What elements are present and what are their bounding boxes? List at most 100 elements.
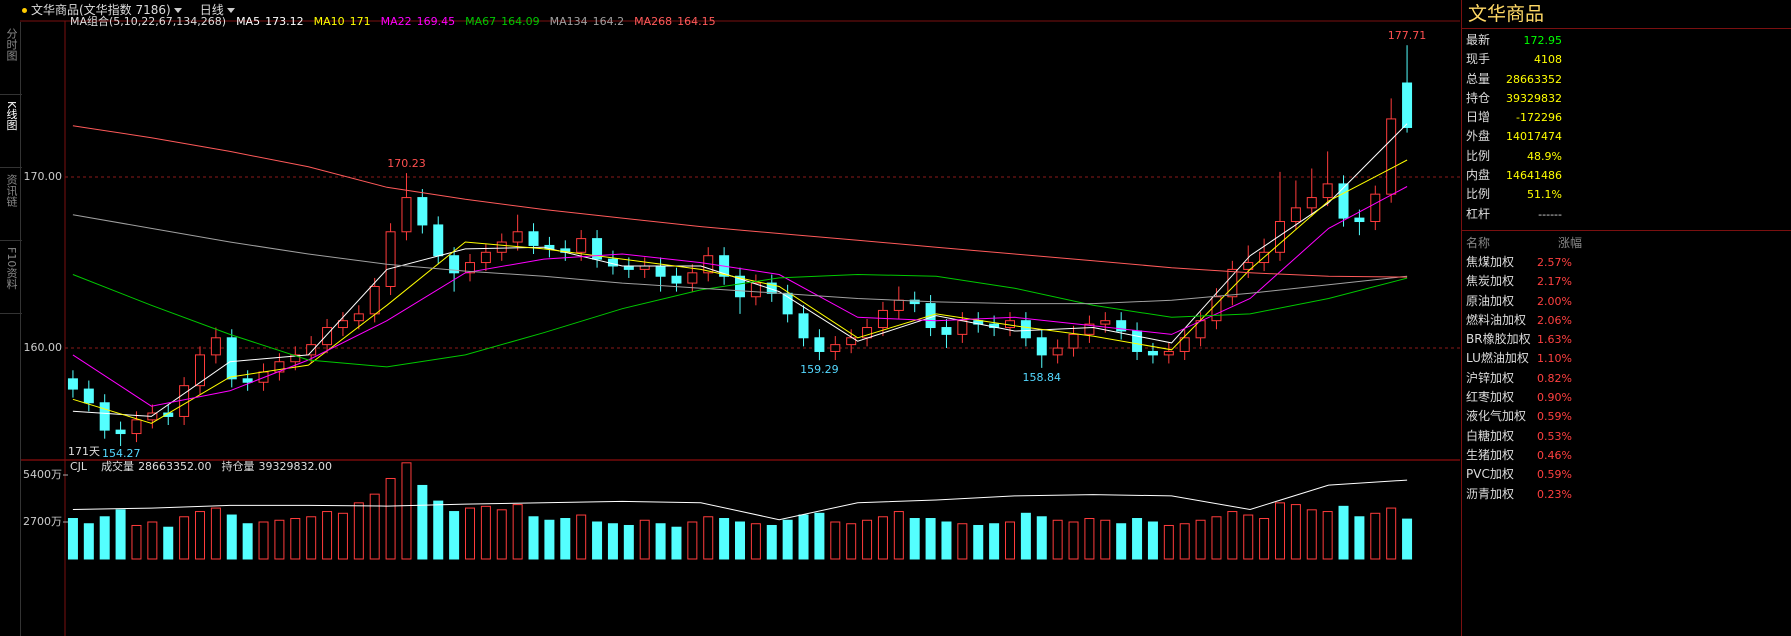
instrument-row[interactable]: 焦炭加权 2.17% [1462,272,1572,291]
period[interactable]: 日线 [199,3,224,17]
volume-bar [735,521,745,560]
candle-body [512,231,523,243]
candle-body [592,238,603,260]
instrument-row[interactable]: 红枣加权 0.90% [1462,388,1572,407]
quote-label: 内盘 [1466,168,1491,183]
quote-row: 日增 -172296 [1462,108,1562,127]
quote-row: 最新 172.95 [1462,31,1562,50]
candle-body [433,224,444,257]
candle-body [417,197,428,226]
instrument-row[interactable]: 焦煤加权 2.57% [1462,253,1572,272]
volume-bar [1322,511,1333,560]
sidebar-tab[interactable]: 分时图 [0,22,22,95]
volume-bar [941,521,952,560]
volume-bar [576,514,587,560]
volume-bar [1036,516,1047,560]
volume-legend: 持仓量 [222,459,255,473]
volume-bar [1116,523,1127,560]
candle-body [1354,217,1365,223]
candle-body [1052,347,1063,356]
instrument-row[interactable]: 白糖加权 0.53% [1462,427,1572,446]
instrument-row[interactable]: 沪锌加权 0.82% [1462,369,1572,388]
y-tick-label: 170.00 [24,170,63,183]
candle-body [1402,82,1413,128]
instrument-row[interactable]: BR橡胶加权 1.63% [1462,330,1572,349]
instrument-name: 液化气加权 [1466,409,1527,424]
candle-body [576,238,587,253]
ma-line [72,159,1408,424]
volume-bar [1147,521,1158,560]
quote-value: 4108 [1534,53,1562,67]
quote-value: 14641486 [1506,169,1562,183]
ma-line [72,273,1408,368]
instrument-row[interactable]: 燃料油加权 2.06% [1462,311,1572,330]
volume-bar [131,524,142,560]
volume-bar [195,511,205,560]
volume-bar [830,521,841,560]
volume-bar [449,511,460,560]
volume-bar [401,462,412,560]
volume-bar [1084,518,1095,560]
instrument-name: 焦煤加权 [1466,254,1515,269]
quote-value: -172296 [1516,111,1562,125]
legend-text: MA134 [550,15,588,28]
volume-bar [512,504,523,560]
sidebar-tab[interactable]: F10资料 [0,241,22,314]
instrument-row[interactable]: LU燃油加权 1.10% [1462,349,1572,368]
instrument-change: 0.23% [1537,487,1572,501]
instrument-row[interactable]: 沥青加权 0.23% [1462,485,1572,504]
candle-body [496,241,507,253]
volume-bar [639,519,650,560]
volume-bar [1020,512,1031,560]
legend-text: 171 [350,15,371,28]
volume-bar [353,502,364,560]
quote-label: 现手 [1466,52,1491,67]
candle-body [1227,268,1238,298]
volume-bar [306,516,317,560]
candle-body [909,299,920,305]
volume-bar [226,514,237,560]
candle-body [687,272,698,284]
volume-legend: 成交量 [101,459,134,473]
sidebar-tab[interactable]: K线图 [0,95,22,168]
volume-bar [544,519,555,560]
panel-title: 文华商品 [1462,0,1791,29]
candle-body [1370,193,1381,223]
volume-bar [1370,512,1381,560]
instrument-row[interactable]: 液化气加权 0.59% [1462,407,1572,426]
candle-body [957,320,968,335]
candle-body [131,419,142,435]
volume-bar [385,477,396,560]
quote-value: 172.95 [1523,34,1563,47]
volume-bar [67,518,78,560]
volume-bar [957,523,968,560]
candle-body [1147,350,1158,356]
volume-bar [258,521,269,560]
legend-text: MA5 [236,15,260,28]
instrument-name: LU燃油加权 [1466,351,1529,366]
toolbar: 文华商品(文华指数 7186) 日线 [22,0,235,20]
instrument-row[interactable]: 生猪加权 0.46% [1462,446,1572,465]
volume-bar [814,512,825,560]
sidebar-tab[interactable]: 资讯链 [0,168,22,241]
instrument-selector[interactable]: 文华商品(文华指数 7186) [22,0,182,20]
y-tick-label: 5400万 [23,468,62,481]
candle-body [115,429,126,435]
period-selector[interactable]: 日线 [200,0,235,20]
ma-line [72,214,1408,305]
price-annotation: 177.71 [1388,29,1427,42]
legend-text: 164.2 [593,15,625,28]
quote-value: 48.9% [1527,149,1562,163]
volume-bar [433,500,444,560]
instrument[interactable]: 文华商品(文华指数 7186) [31,3,171,17]
quote-label: 最新 [1466,33,1491,47]
candle-body [385,231,396,287]
volume-bar [1195,519,1206,560]
range-label: 171天 [68,445,100,458]
quote-label: 日增 [1466,110,1491,125]
volume-bar [893,511,904,560]
instrument-row[interactable]: PVC加权 0.59% [1462,465,1572,484]
volume-bar [925,518,936,560]
instrument-change: 2.57% [1537,255,1572,269]
instrument-row[interactable]: 原油加权 2.00% [1462,292,1572,311]
